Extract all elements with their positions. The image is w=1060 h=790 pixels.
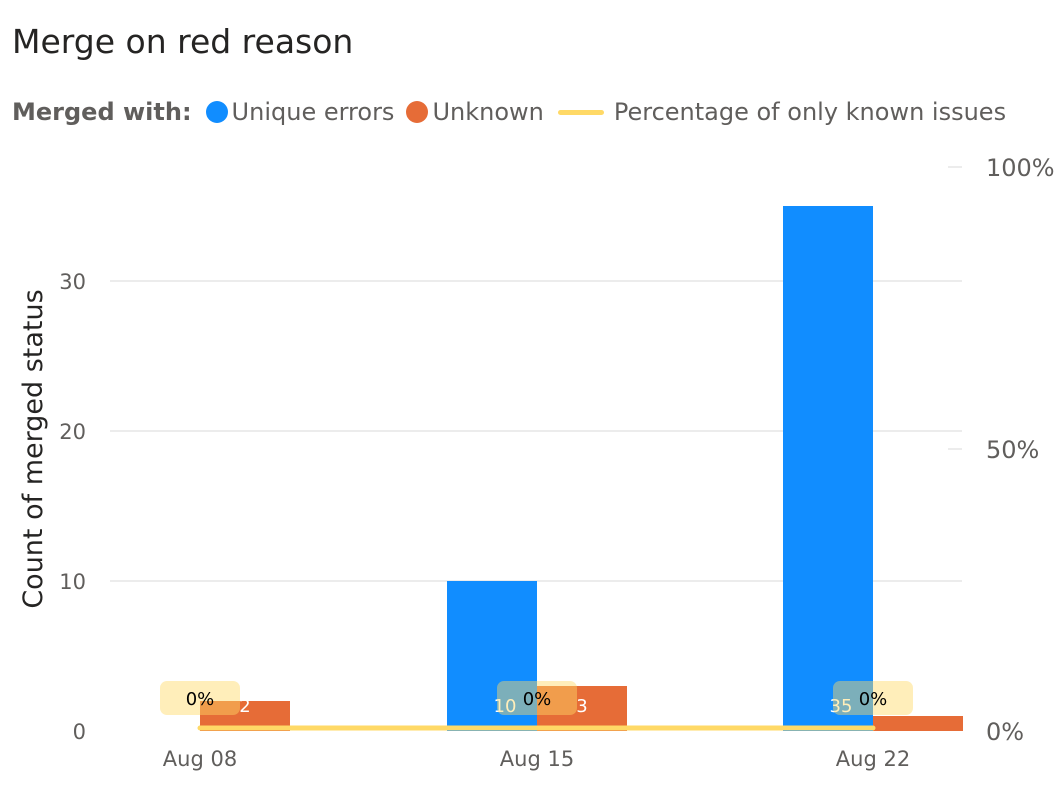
data-label-unique-errors: 35 [830, 696, 853, 717]
y2-tick-label: 100% [986, 154, 1055, 182]
chart-legend: Merged with: Unique errors Unknown Perce… [12, 96, 1018, 128]
x-tick-label: Aug 22 [836, 747, 910, 771]
legend-title: Merged with: [12, 98, 192, 126]
bar-unknown [873, 716, 963, 731]
bar-unique-errors [447, 581, 537, 731]
legend-marker-percentage [557, 109, 604, 115]
percentage-label-bg [833, 681, 913, 715]
data-label-unknown: 2 [239, 696, 250, 717]
x-tick-label: Aug 15 [500, 747, 574, 771]
y2-tick-label: 0% [986, 718, 1024, 746]
y-tick-label: 20 [59, 420, 86, 444]
percentage-label: 0% [859, 689, 888, 710]
percentage-label: 0% [523, 689, 552, 710]
percentage-label-bg [160, 681, 240, 715]
legend-label-percentage: Percentage of only known issues [613, 98, 1007, 126]
legend-marker-unique-errors [205, 101, 228, 123]
chart-title: Merge on red reason [12, 22, 354, 61]
legend-item-percentage[interactable]: Percentage of only known issues [556, 98, 1006, 126]
legend-label-unknown: Unknown [432, 98, 544, 126]
legend-item-unique-errors[interactable]: Unique errors [205, 98, 395, 126]
y-tick-label: 0 [73, 720, 86, 744]
percentage-label-bg [497, 681, 577, 715]
y-tick-label: 30 [59, 270, 86, 294]
legend-marker-unknown [406, 101, 429, 123]
y2-tick-label: 50% [986, 436, 1039, 464]
data-label-unique-errors: 10 [494, 696, 517, 717]
percentage-label: 0% [186, 689, 215, 710]
y-axis-title: Count of merged status [18, 289, 49, 608]
legend-item-unknown[interactable]: Unknown [406, 98, 544, 126]
bar-unique-errors [783, 206, 873, 731]
bar-unknown [537, 686, 627, 731]
y-tick-label: 10 [59, 570, 86, 594]
data-label-unknown: 3 [576, 696, 587, 717]
legend-label-unique-errors: Unique errors [231, 98, 395, 126]
x-tick-label: Aug 08 [163, 747, 237, 771]
